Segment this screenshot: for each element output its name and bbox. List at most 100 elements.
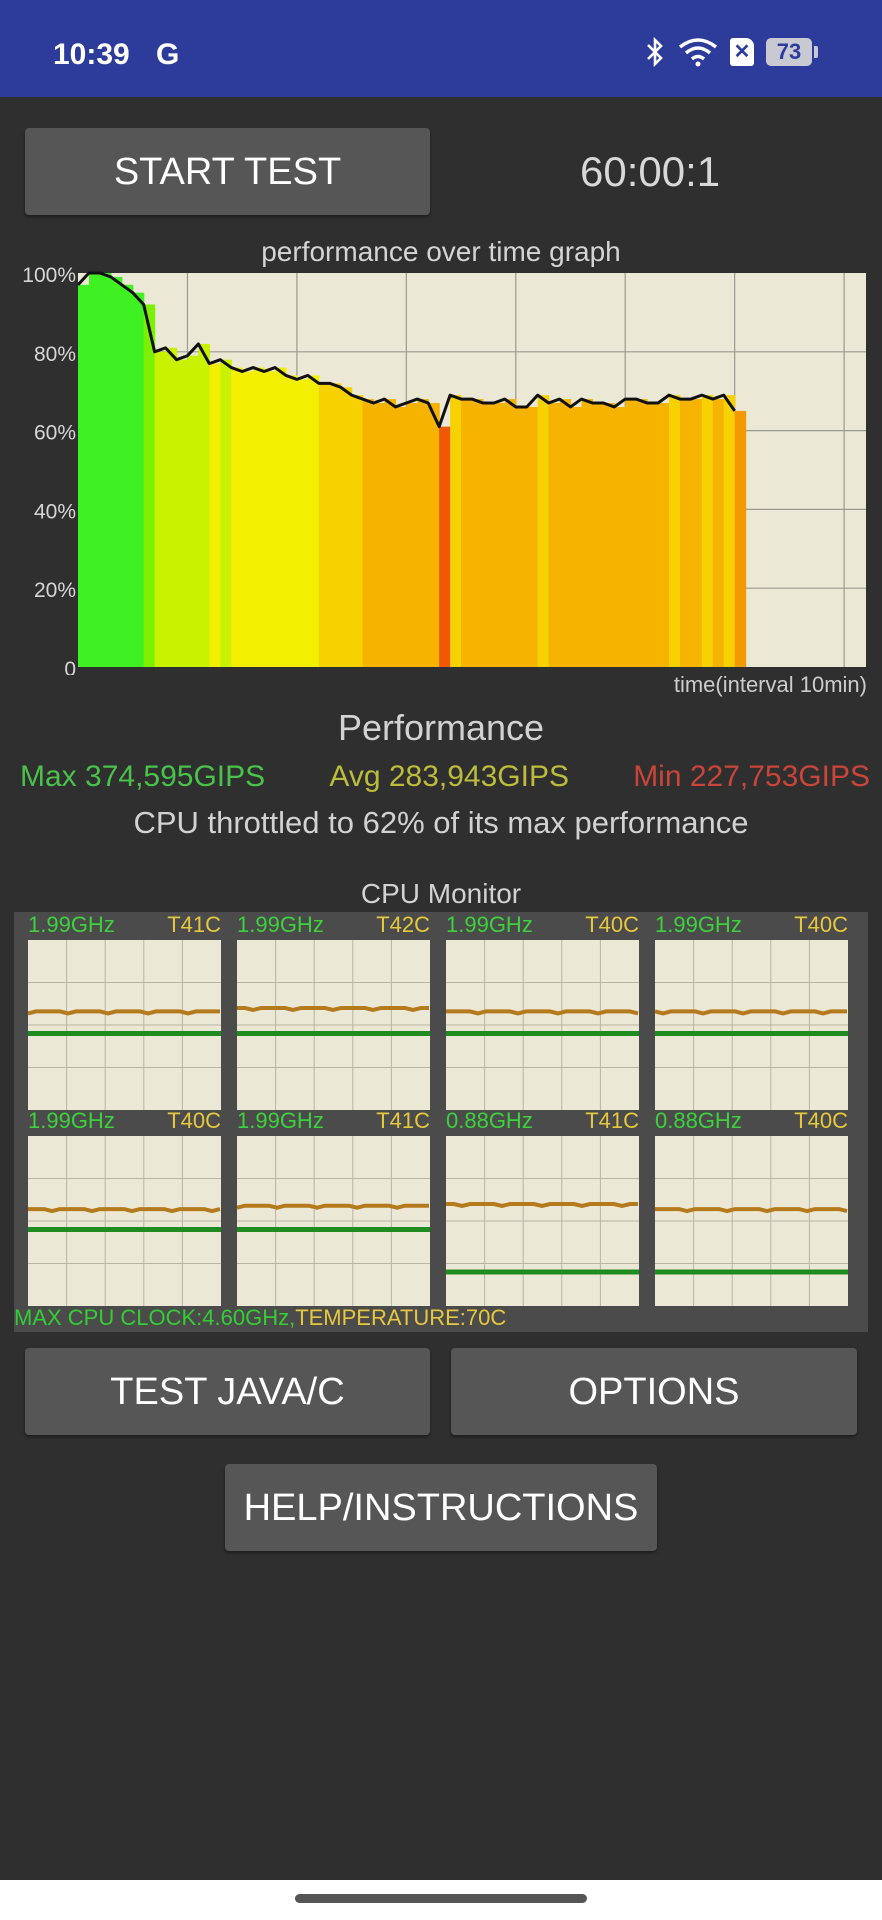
performance-bar [712,399,725,667]
core-frequency: 1.99GHz [446,912,533,937]
performance-bar [493,403,506,667]
performance-bar [472,399,484,667]
google-icon: G [156,38,180,71]
core-frequency: 0.88GHz [655,1108,742,1133]
graph-title: performance over time graph [261,236,621,267]
core-temperature: T41C [167,912,221,937]
performance-bar [143,304,156,667]
core-temperature-line [655,1009,847,1016]
core-frequency: 1.99GHz [237,912,324,937]
performance-line [76,271,736,429]
core-chart [655,940,848,1110]
navigation-bar [0,1880,882,1920]
battery-icon: 73 [766,38,818,66]
core-chart [655,1136,848,1306]
throttle-text: CPU throttled to 62% of its max performa… [133,805,749,840]
performance-bar [450,395,462,667]
performance-stats: Max 374,595GIPS Avg 283,943GIPS Min 227,… [20,760,870,794]
core-chart [28,940,221,1110]
core-temperature: T40C [585,912,639,937]
performance-bar [351,395,364,667]
performance-bar [439,426,451,667]
performance-bar [658,403,670,667]
performance-bar [647,403,659,667]
performance-bar [242,371,254,667]
no-sim-icon: ✕ [730,38,754,66]
performance-bar [548,403,561,667]
performance-bar [318,383,331,667]
performance-bar [679,399,692,667]
core-chart [28,1136,221,1306]
max-temperature: TEMPERATURE:70C [295,1305,507,1330]
performance-bar [132,292,145,667]
performance-bar [329,383,342,667]
performance-bar [373,403,386,667]
performance-bar [88,273,101,667]
y-tick-label: 40% [34,500,76,523]
status-time: 10:39 [53,38,130,71]
core-chart [237,1136,430,1306]
performance-bar [701,395,714,667]
time-axis-label: time(interval 10min) [673,672,867,697]
wifi-icon [678,38,718,67]
performance-bar [209,363,221,667]
performance-bar [264,371,276,667]
performance-bar [187,355,199,667]
help-instructions-button[interactable]: HELP/INSTRUCTIONS [225,1464,657,1551]
performance-bar [176,359,189,667]
performance-bar [461,399,473,667]
performance-bar [559,399,572,667]
performance-bar [734,410,747,667]
options-button[interactable]: OPTIONS [451,1348,857,1435]
performance-bar [121,284,134,667]
performance-bar [275,367,287,667]
core-temperature-line [446,1202,638,1209]
performance-graph: 100% 80% 60% 40% 20% 0 [22,265,866,675]
core-temperature: T41C [376,1108,430,1133]
performance-bar [482,403,495,667]
core-frequency: 1.99GHz [28,912,115,937]
performance-bar [537,395,550,667]
performance-bar [99,273,112,667]
core-temperature-line [655,1207,848,1214]
cpu-monitor-footer: MAX CPU CLOCK:4.60GHz,TEMPERATURE:70C [14,1305,506,1331]
core-temperature-line [237,1006,429,1013]
core-temperature-line [446,1009,639,1016]
performance-bar [417,399,429,667]
start-test-button[interactable]: START TEST [25,128,430,215]
status-bar: 10:39 G ✕ 73 [0,0,882,97]
max-performance: Max 374,595GIPS [20,760,266,793]
performance-bar [690,399,703,667]
test-java-c-button[interactable]: TEST JAVA/C [25,1348,430,1435]
performance-bar [625,399,637,667]
performance-bar [406,403,418,667]
performance-bar [723,395,736,667]
home-gesture-handle[interactable] [295,1894,587,1903]
cpu-monitor-panel: 1.99GHz T41C 1.99GHz T42C 1.99GHz T40C 1.99GHz… [14,912,868,1332]
max-cpu-clock: MAX CPU CLOCK:4.60GHz, [14,1305,296,1330]
performance-bar [253,367,265,667]
y-tick-label: 100% [22,265,76,287]
core-temperature-line [28,1207,221,1214]
battery-level: 73 [776,39,802,64]
core-frequency: 0.88GHz [446,1108,533,1133]
y-tick-label: 80% [34,343,76,366]
core-temperature: T41C [585,1108,639,1133]
bluetooth-icon [647,37,663,67]
core-temperature: T40C [794,1108,848,1133]
core-chart [446,940,639,1110]
core-frequency: 1.99GHz [655,912,742,937]
avg-performance: Avg 283,943GIPS [329,760,569,793]
core-frequency: 1.99GHz [28,1108,115,1133]
performance-bar [603,403,615,667]
performance-bar [165,347,178,667]
performance-bar [570,406,583,667]
performance-bar [669,395,681,667]
core-temperature-line [237,1203,429,1210]
performance-bar [340,387,353,667]
performance-bar [231,367,243,667]
core-temperature: T40C [794,912,848,937]
performance-bar [614,406,626,667]
performance-bar [362,399,375,667]
performance-bar [296,379,309,667]
